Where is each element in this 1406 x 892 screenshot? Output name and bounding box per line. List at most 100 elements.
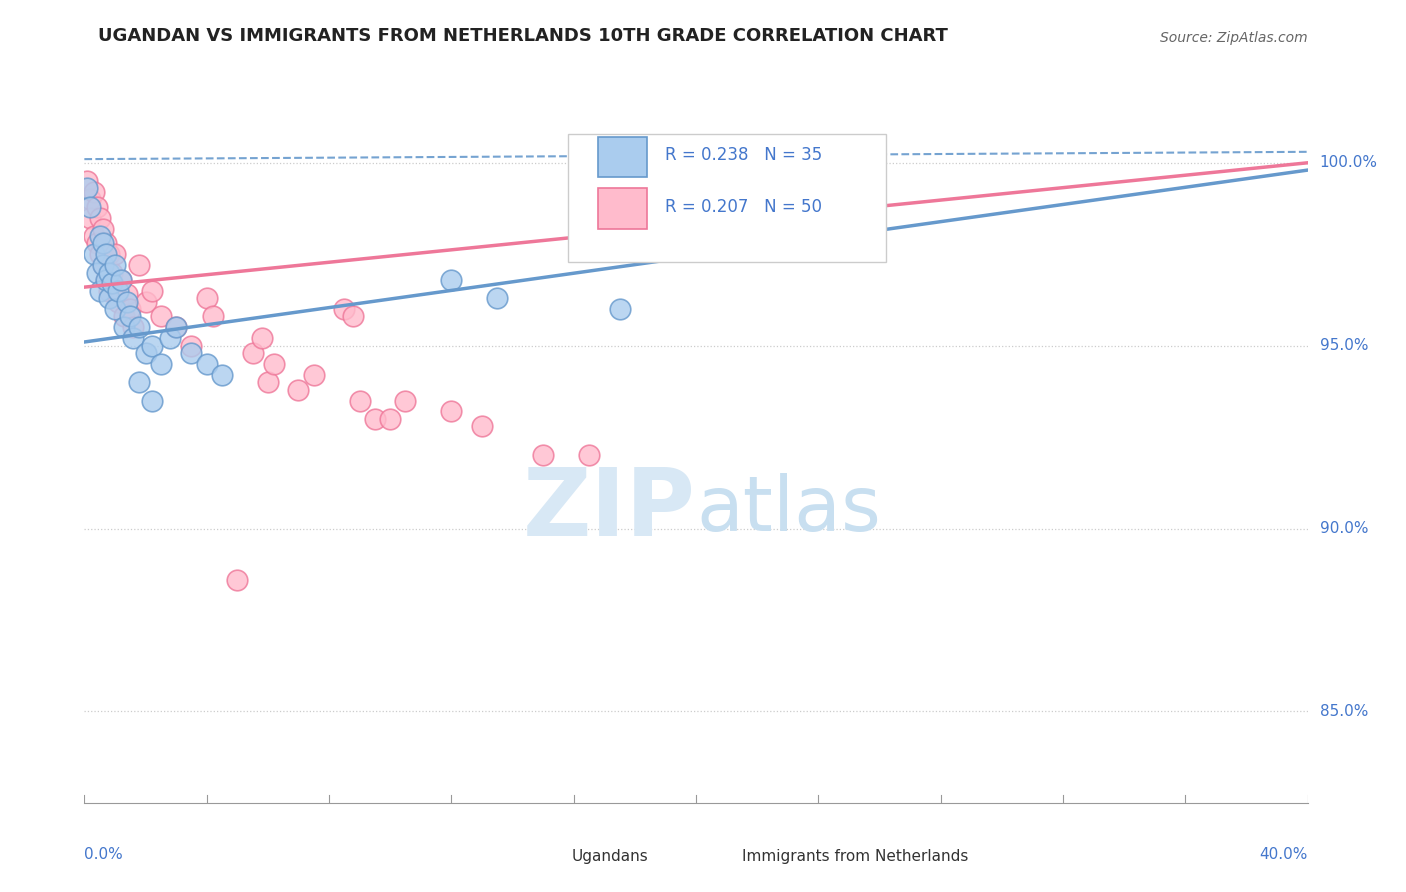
FancyBboxPatch shape: [696, 846, 733, 866]
Point: [440, 404, 463, 418]
Point: [128, 258, 150, 272]
Point: [349, 393, 371, 408]
Point: [195, 291, 218, 305]
Point: [97, 266, 120, 280]
Point: [104, 258, 127, 272]
Point: [110, 273, 132, 287]
Text: Immigrants from Netherlands: Immigrants from Netherlands: [742, 848, 969, 863]
Point: [115, 294, 138, 309]
Point: [86, 266, 108, 280]
FancyBboxPatch shape: [524, 846, 561, 866]
Point: [91, 258, 114, 272]
Point: [364, 412, 387, 426]
Point: [165, 320, 187, 334]
Point: [226, 573, 249, 587]
Point: [115, 287, 138, 301]
Point: [112, 310, 135, 324]
Point: [91, 258, 114, 272]
Point: [302, 368, 325, 382]
Point: [486, 291, 509, 305]
Text: Ugandans: Ugandans: [571, 848, 648, 863]
Point: [79, 200, 101, 214]
Text: 85.0%: 85.0%: [1320, 704, 1368, 719]
Point: [97, 247, 120, 261]
Point: [141, 339, 163, 353]
Point: [201, 310, 224, 324]
Point: [83, 185, 105, 199]
Point: [101, 277, 124, 291]
Point: [531, 449, 554, 463]
Point: [107, 294, 129, 309]
Text: 100.0%: 100.0%: [1320, 155, 1378, 170]
Point: [195, 357, 218, 371]
Point: [242, 346, 264, 360]
Point: [180, 339, 202, 353]
Point: [97, 284, 120, 298]
Point: [120, 302, 142, 317]
Point: [122, 331, 145, 345]
Point: [104, 302, 127, 317]
Point: [107, 284, 129, 298]
Point: [135, 346, 157, 360]
Point: [141, 393, 163, 408]
Point: [149, 310, 172, 324]
Text: 0.0%: 0.0%: [84, 847, 124, 862]
FancyBboxPatch shape: [598, 137, 647, 178]
Text: 90.0%: 90.0%: [1320, 521, 1368, 536]
Point: [89, 211, 111, 225]
Point: [86, 200, 108, 214]
Point: [394, 393, 416, 408]
Point: [101, 266, 124, 280]
Point: [333, 302, 356, 317]
Point: [91, 221, 114, 235]
Point: [440, 273, 463, 287]
Point: [76, 181, 98, 195]
Text: 40.0%: 40.0%: [1260, 847, 1308, 862]
Point: [89, 284, 111, 298]
Point: [165, 320, 187, 334]
Point: [110, 273, 132, 287]
Point: [104, 247, 127, 261]
Point: [578, 449, 600, 463]
Point: [97, 291, 120, 305]
Point: [128, 320, 150, 334]
Point: [76, 174, 98, 188]
Point: [149, 357, 172, 371]
Text: Source: ZipAtlas.com: Source: ZipAtlas.com: [1160, 30, 1308, 45]
Point: [89, 229, 111, 244]
Point: [342, 310, 364, 324]
FancyBboxPatch shape: [568, 134, 886, 261]
Point: [128, 376, 150, 390]
Point: [122, 320, 145, 334]
Point: [94, 273, 117, 287]
Point: [83, 247, 105, 261]
Text: UGANDAN VS IMMIGRANTS FROM NETHERLANDS 10TH GRADE CORRELATION CHART: UGANDAN VS IMMIGRANTS FROM NETHERLANDS 1…: [98, 27, 948, 45]
Text: R = 0.238   N = 35: R = 0.238 N = 35: [665, 146, 823, 164]
Point: [94, 247, 117, 261]
Point: [83, 229, 105, 244]
Point: [257, 376, 280, 390]
Point: [94, 273, 117, 287]
Point: [112, 320, 135, 334]
Point: [380, 412, 402, 426]
Point: [89, 247, 111, 261]
FancyBboxPatch shape: [598, 188, 647, 228]
Point: [159, 331, 181, 345]
Point: [120, 310, 142, 324]
Point: [135, 294, 157, 309]
Point: [471, 419, 494, 434]
Text: ZIP: ZIP: [523, 464, 696, 557]
Point: [263, 357, 285, 371]
Text: 95.0%: 95.0%: [1320, 338, 1368, 353]
Point: [104, 280, 127, 294]
Point: [86, 236, 108, 251]
Point: [211, 368, 233, 382]
Point: [79, 211, 101, 225]
Point: [180, 346, 202, 360]
Point: [79, 193, 101, 207]
Text: R = 0.207   N = 50: R = 0.207 N = 50: [665, 198, 823, 216]
Point: [609, 302, 631, 317]
Point: [287, 383, 309, 397]
Point: [91, 236, 114, 251]
Point: [250, 331, 273, 345]
